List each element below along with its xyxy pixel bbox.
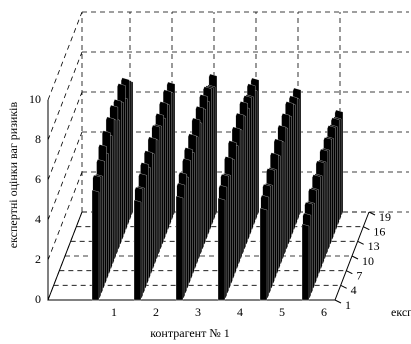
x-tick-label: 5 — [279, 305, 285, 319]
x-tick-label: 4 — [237, 305, 243, 319]
grid-line — [47, 171, 83, 261]
grid-line — [47, 131, 83, 221]
z-tick-label: 8 — [35, 132, 41, 146]
x-tick-label: 6 — [321, 305, 327, 319]
x-axis-label: контрагент № 1 — [150, 326, 230, 340]
bar — [133, 199, 142, 301]
x-tick-label: 1 — [111, 305, 117, 319]
y-tick-label: 7 — [356, 268, 362, 282]
grid-line — [47, 51, 83, 141]
bar — [175, 195, 184, 301]
y-tick-label: 13 — [368, 239, 380, 253]
bar — [91, 189, 100, 301]
bar — [217, 197, 226, 301]
z-axis-label: експертні оцінки ваг ризиків — [6, 101, 20, 248]
y-tick — [334, 299, 342, 304]
y-tick-label: 10 — [362, 254, 374, 268]
y-axis-label: експерти — [391, 305, 411, 319]
z-tick-label: 6 — [35, 172, 41, 186]
y-tick — [357, 240, 364, 245]
y-tick — [363, 226, 370, 231]
y-tick — [351, 255, 359, 260]
grid-line — [47, 11, 83, 101]
bar — [301, 223, 310, 301]
z-tick-label: 0 — [35, 292, 41, 306]
y-tick — [340, 284, 347, 289]
y-tick-label: 4 — [351, 283, 357, 297]
bar — [259, 207, 268, 301]
z-tick-label: 10 — [29, 92, 41, 106]
y-tick-label: 1 — [345, 298, 351, 312]
y-tick — [346, 270, 353, 275]
x-tick-label: 2 — [153, 305, 159, 319]
z-tick-label: 2 — [35, 252, 41, 266]
y-tick — [368, 211, 376, 216]
z-tick-label: 4 — [35, 212, 41, 226]
grid-line — [47, 91, 83, 181]
y-tick-label: 16 — [373, 224, 385, 238]
x-tick-label: 3 — [195, 305, 201, 319]
y-tick-label: 19 — [379, 210, 391, 224]
